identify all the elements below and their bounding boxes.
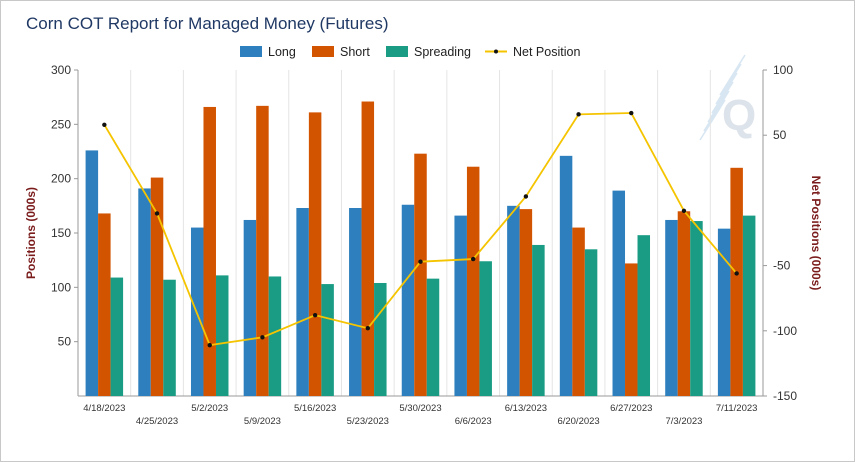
bar-short [730, 167, 743, 396]
bar-long [665, 219, 678, 396]
net-position-point [154, 211, 160, 216]
bar-long [454, 215, 467, 396]
bar-short [150, 177, 164, 396]
x-tick-label: 4/25/2023 [136, 416, 178, 427]
legend-label-long: Long [268, 45, 296, 59]
chart-title: Corn COT Report for Managed Money (Futur… [26, 14, 389, 33]
bar-long [243, 219, 257, 396]
legend-swatch-spreading [386, 46, 408, 57]
x-tick-label: 6/20/2023 [557, 416, 599, 427]
legend-marker-net-position [494, 49, 498, 54]
bar-spreading [742, 215, 756, 396]
y2-axis-title: Net Positions (000s) [809, 176, 823, 291]
y-tick-label: 100 [51, 280, 71, 294]
legend-swatch-long [240, 46, 262, 57]
bar-short [466, 166, 480, 396]
bar-long [717, 228, 731, 396]
legend-label-short: Short [340, 45, 370, 59]
x-tick-label: 4/18/2023 [83, 403, 125, 414]
x-tick-label: 7/11/2023 [716, 403, 758, 414]
x-tick-label: 5/16/2023 [294, 403, 336, 414]
bar-spreading [110, 277, 124, 396]
bar-long [559, 155, 573, 396]
y2-tick-label: -150 [773, 389, 797, 403]
net-position-point [312, 312, 318, 318]
watermark-logo: Q [699, 54, 756, 141]
y2-tick-label: 50 [773, 128, 787, 142]
bar-spreading [426, 278, 440, 396]
legend-swatch-short [312, 46, 334, 57]
bar-short [203, 106, 216, 397]
legend-label-spreading: Spreading [414, 45, 471, 59]
bar-spreading [374, 282, 387, 396]
bar-long [138, 188, 151, 396]
bar-short [256, 105, 269, 397]
bar-long [507, 205, 520, 396]
y-tick-label: 300 [51, 63, 71, 77]
net-position-point [523, 194, 529, 199]
bar-long [85, 150, 99, 396]
y2-tick-label: -100 [773, 324, 797, 338]
y2-tick-label: 100 [773, 63, 793, 77]
bar-spreading [268, 276, 282, 396]
bar-spreading [532, 244, 545, 396]
x-tick-label: 6/6/2023 [455, 416, 492, 427]
bar-long [349, 208, 362, 396]
legend-label-net-position: Net Position [513, 45, 580, 59]
bar-spreading [163, 279, 176, 396]
net-position-point [102, 122, 107, 127]
y-tick-label: 150 [51, 226, 71, 240]
x-tick-label: 6/27/2023 [610, 403, 652, 414]
y-tick-label: 250 [51, 117, 71, 131]
bar-spreading [215, 275, 229, 396]
x-tick-label: 5/30/2023 [399, 403, 441, 414]
bar-spreading [584, 249, 598, 396]
bar-long [612, 190, 626, 396]
x-tick-label: 5/2/2023 [191, 403, 228, 414]
net-position-point [207, 342, 212, 348]
bar-short [572, 227, 585, 396]
net-position-point [629, 110, 634, 116]
x-tick-label: 7/3/2023 [665, 416, 702, 427]
bar-long [401, 204, 415, 396]
net-position-point [470, 256, 476, 262]
bar-short [519, 209, 533, 396]
net-position-point [418, 259, 423, 264]
bar-short [677, 211, 691, 396]
y-tick-label: 50 [58, 335, 72, 349]
net-position-point [681, 208, 687, 214]
bar-spreading [690, 221, 703, 396]
bar-short [414, 153, 427, 396]
net-position-point [576, 112, 581, 117]
svg-text:Q: Q [722, 91, 756, 140]
x-tick-label: 5/23/2023 [347, 416, 389, 427]
bar-spreading [479, 261, 492, 396]
bar-short [361, 101, 375, 396]
bar-short [308, 112, 322, 396]
net-position-point [734, 271, 739, 276]
x-tick-label: 5/9/2023 [244, 416, 281, 427]
bar-spreading [637, 235, 651, 396]
x-tick-label: 6/13/2023 [505, 403, 547, 414]
net-position-point [365, 325, 371, 331]
y-axis-title: Positions (000s) [24, 187, 38, 279]
net-position-point [260, 335, 265, 340]
bar-long [296, 208, 309, 396]
y2-tick-label: -50 [773, 259, 791, 273]
bar-spreading [321, 284, 334, 396]
bar-short [98, 213, 111, 396]
y-tick-label: 200 [51, 172, 71, 186]
bar-short [625, 263, 638, 396]
